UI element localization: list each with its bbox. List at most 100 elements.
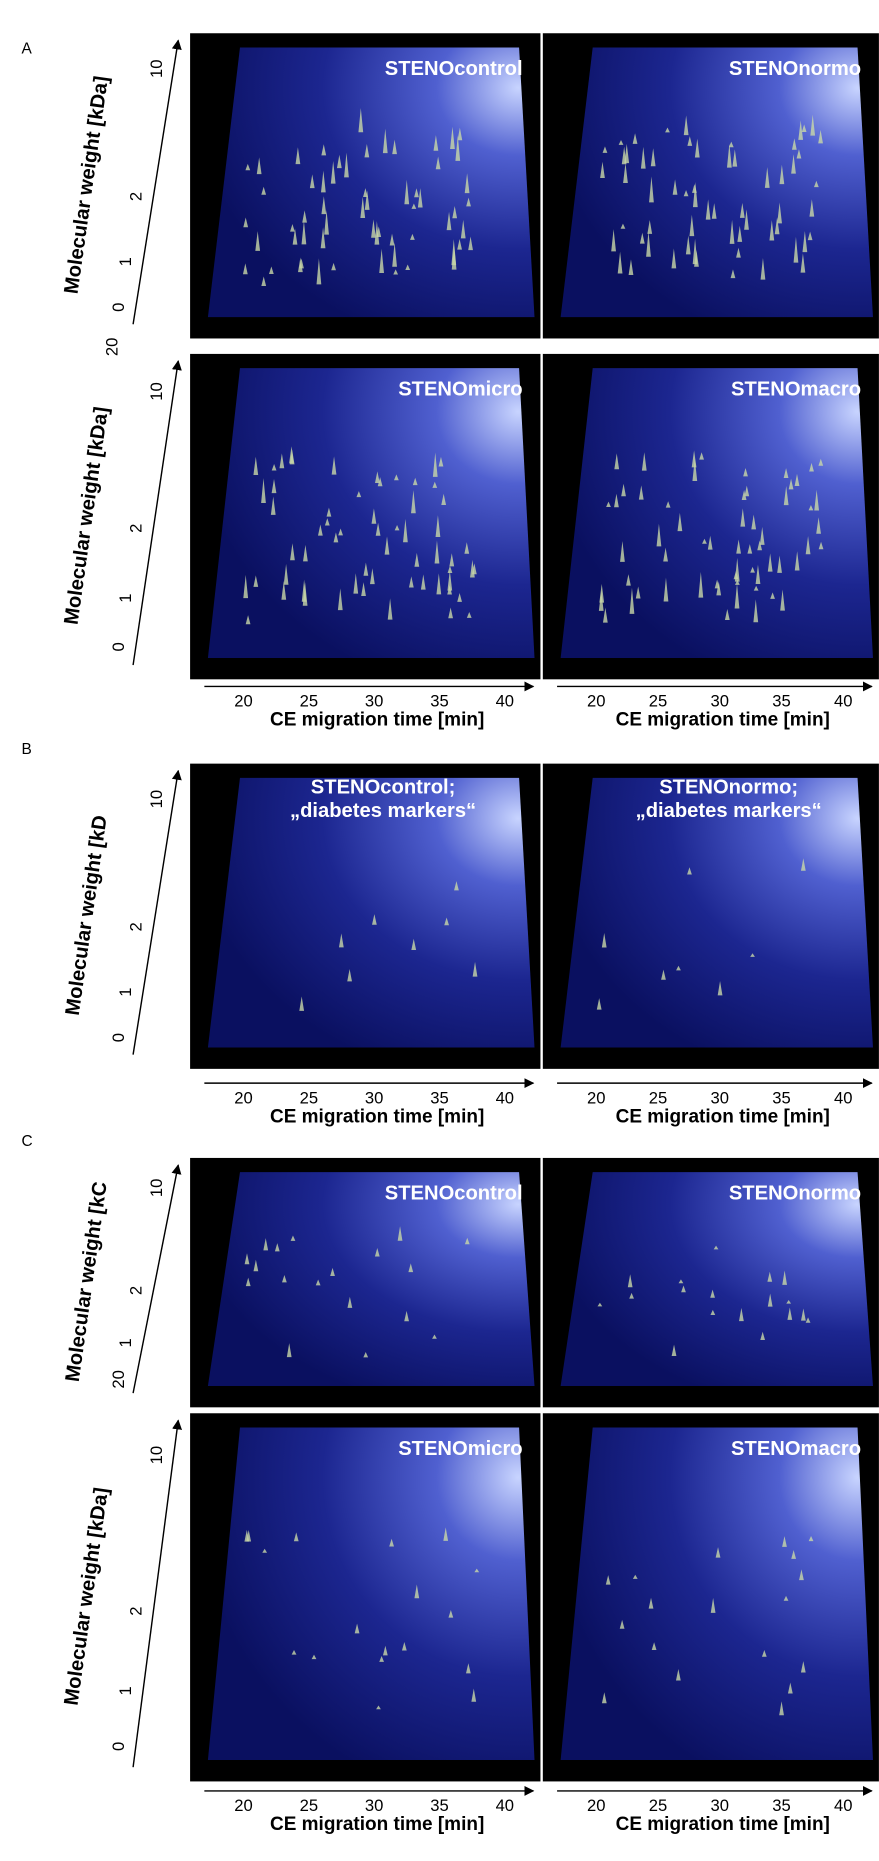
- peak: [468, 236, 473, 251]
- peak: [393, 474, 399, 481]
- peak: [626, 574, 631, 586]
- x-tick-label: 20: [587, 1796, 605, 1815]
- y-tick-label: 2: [127, 1286, 146, 1295]
- peak: [783, 468, 789, 479]
- y-tick-label: 1: [116, 1338, 135, 1347]
- y-tick-label: 2: [127, 192, 146, 201]
- peak: [710, 1309, 716, 1315]
- peak: [291, 1649, 297, 1655]
- plot-plane: [207, 777, 535, 1048]
- y-axis-label: Molecular weight [kDa]: [61, 1486, 113, 1707]
- peak: [434, 540, 440, 564]
- peak: [777, 555, 782, 573]
- peak: [598, 590, 604, 611]
- peak: [374, 471, 380, 483]
- x-tick-label: 20: [234, 1796, 252, 1815]
- peak: [681, 1285, 686, 1293]
- x-tick-label: 30: [365, 1796, 383, 1815]
- y-tick-label: 0: [109, 1742, 128, 1751]
- plot-title: STENOcontrol;: [311, 776, 456, 798]
- peak: [382, 128, 388, 154]
- peak: [730, 269, 736, 279]
- peak: [292, 228, 298, 245]
- peak: [444, 917, 449, 926]
- peak: [303, 544, 308, 562]
- peak: [363, 562, 369, 576]
- peak: [274, 1243, 280, 1252]
- peak: [707, 535, 713, 550]
- peak: [764, 167, 770, 188]
- peak: [602, 146, 608, 153]
- peak: [414, 552, 420, 567]
- peak: [611, 229, 616, 252]
- peak: [783, 1595, 789, 1601]
- peak: [471, 1688, 477, 1702]
- peak: [324, 518, 330, 526]
- peak: [755, 564, 761, 584]
- peak: [741, 490, 747, 501]
- peak: [737, 225, 743, 242]
- peak: [389, 1538, 394, 1547]
- peak: [301, 220, 307, 245]
- peak: [286, 1343, 292, 1358]
- x-axis-label: CE migration time [min]: [270, 710, 484, 731]
- peak: [371, 219, 376, 238]
- peak: [629, 587, 635, 614]
- y-axis-label: Molecular weight [kD: [62, 814, 112, 1017]
- peak: [646, 231, 651, 257]
- peak: [689, 214, 695, 237]
- peak: [791, 1549, 797, 1559]
- peak: [255, 231, 261, 251]
- y-tick-label: 0: [109, 642, 128, 651]
- peak: [354, 1623, 360, 1634]
- peak: [782, 1270, 788, 1285]
- peak: [448, 1609, 454, 1618]
- x-tick-label: 40: [496, 692, 514, 711]
- peak: [392, 139, 397, 155]
- peak: [724, 609, 730, 620]
- peak: [433, 135, 439, 151]
- x-tick-label: 20: [587, 692, 605, 711]
- peak: [774, 217, 780, 235]
- peak: [640, 146, 646, 169]
- plot-plane: [560, 1427, 873, 1761]
- peak: [374, 1247, 380, 1257]
- peak: [600, 161, 605, 179]
- peak: [379, 248, 384, 273]
- peak: [435, 156, 441, 170]
- peak: [333, 532, 339, 543]
- y-tick-label: 10: [147, 790, 166, 808]
- peak: [379, 1655, 384, 1662]
- peak: [782, 1536, 787, 1547]
- peak: [800, 253, 806, 273]
- peak: [384, 536, 390, 555]
- peak: [360, 196, 366, 219]
- peak: [356, 491, 362, 498]
- y-tick-label: 10: [147, 1446, 166, 1464]
- peak: [760, 258, 766, 280]
- x-tick-label: 30: [711, 692, 729, 711]
- y-axis-arrow: [132, 769, 182, 1055]
- peak: [601, 932, 607, 948]
- peak: [805, 536, 811, 555]
- peak: [411, 203, 417, 209]
- peak: [787, 1682, 793, 1694]
- peak: [788, 478, 794, 490]
- y-tick-label: 1: [116, 594, 135, 603]
- plot-title: STENOmacro: [731, 378, 861, 400]
- plot-plane: [560, 368, 873, 658]
- peak: [347, 968, 352, 982]
- peak: [602, 607, 608, 623]
- peak: [338, 528, 343, 536]
- peak: [337, 588, 343, 611]
- x-axis-label: CE migration time [min]: [616, 1814, 830, 1835]
- peak: [732, 149, 738, 167]
- peak: [302, 582, 308, 606]
- y-axis-label: Molecular weight [kDa]: [61, 75, 113, 296]
- peak: [460, 219, 466, 239]
- peak: [244, 1253, 250, 1265]
- peak: [403, 518, 408, 543]
- peak: [263, 1238, 269, 1251]
- plot-title: STENOmacro: [731, 1438, 861, 1460]
- peak: [665, 127, 670, 133]
